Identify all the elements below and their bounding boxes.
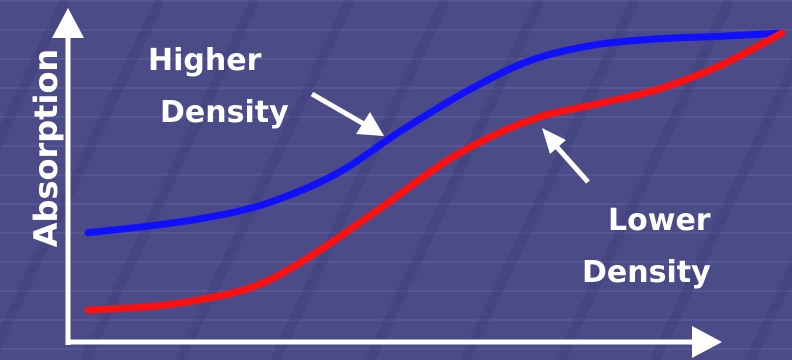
background-streak <box>365 0 545 360</box>
background-streak <box>650 58 792 360</box>
higher-density-annotation-line1: Higher <box>148 43 262 78</box>
background-band <box>0 203 792 205</box>
lower-density-arrowhead <box>542 128 566 154</box>
labels: Absorption Higher Density Lower Density <box>27 43 711 290</box>
background-streak <box>0 0 165 351</box>
background-band <box>0 319 792 321</box>
background-band <box>0 116 792 118</box>
axes <box>52 8 722 358</box>
background-streak <box>80 0 260 360</box>
lower-density-arrow-shaft <box>554 144 590 184</box>
background-band <box>0 174 792 176</box>
y-axis-label: Absorption <box>27 49 65 247</box>
y-axis-arrowhead <box>52 8 84 38</box>
background-streak <box>745 259 792 360</box>
higher-density-annotation-line2: Density <box>160 95 289 130</box>
lower-density-line <box>84 29 786 314</box>
background-band <box>0 0 792 2</box>
background-band <box>0 261 792 263</box>
background-band <box>0 232 792 234</box>
x-axis-arrowhead <box>692 326 722 358</box>
background-streak <box>0 0 70 150</box>
background-band <box>0 58 792 60</box>
background-band <box>0 145 792 147</box>
background-band <box>0 290 792 292</box>
higher-density-line <box>84 29 786 237</box>
background-band <box>0 348 792 350</box>
background-streak <box>460 0 640 360</box>
series <box>84 29 786 314</box>
background-streak <box>270 0 450 360</box>
background-band <box>0 87 792 89</box>
background-band <box>0 29 792 31</box>
lower-density-annotation-line1: Lower <box>608 203 711 238</box>
background-streak <box>555 0 735 360</box>
lower-density-annotation-line2: Density <box>582 255 711 290</box>
higher-density-arrow-shaft <box>310 91 366 127</box>
higher-density-arrowhead <box>356 112 384 136</box>
